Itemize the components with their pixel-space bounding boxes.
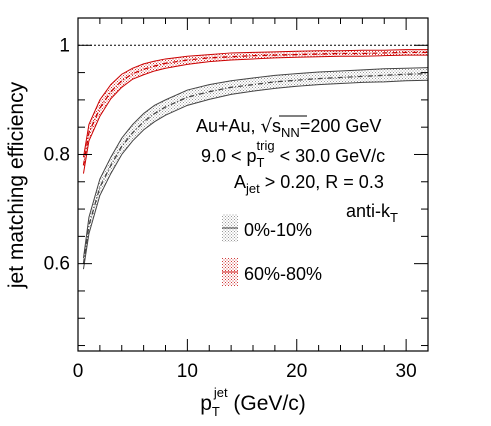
annotation-trigger: 9.0 < pTtrig < 30.0 GeV/c xyxy=(201,138,385,170)
x-axis-title-unit: (GeV/c) xyxy=(228,392,306,415)
band-upper-central xyxy=(82,67,428,259)
annotation-cuts: Ajet > 0.20, R = 0.3 xyxy=(234,172,384,196)
x-tick-label: 20 xyxy=(286,361,307,382)
sqrt-radical: √ xyxy=(261,116,273,137)
annotation-algorithm: anti-kT xyxy=(346,201,398,225)
annotation-trigger-b: < 30.0 GeV/c xyxy=(275,146,386,166)
annotation-trigger-a: 9.0 < p xyxy=(201,146,257,166)
annotation-system: Au+Au, √sNN=200 GeV xyxy=(196,116,381,140)
annotation-trigger-sup: trig xyxy=(257,138,275,153)
annotation-system-a: Au+Au, xyxy=(196,116,261,136)
legend-label-peripheral: 60%-80% xyxy=(244,264,322,284)
annotation-system-d: =200 GeV xyxy=(300,116,382,136)
legend-label-central: 0%-10% xyxy=(244,220,312,240)
series-line-central xyxy=(82,73,428,264)
annotation-cuts-sub: jet xyxy=(245,181,260,196)
band-upper-peripheral xyxy=(82,49,428,158)
x-tick-label: 30 xyxy=(396,361,417,382)
legend: 0%-10% 60%-80% xyxy=(222,214,322,286)
x-axis-title-sub: T xyxy=(212,404,220,419)
y-tick-label: 1 xyxy=(59,35,70,56)
x-tick-label: 0 xyxy=(73,361,84,382)
axis-layer: 0 10 20 30 0.6 0.8 1 xyxy=(44,18,428,382)
y-axis-title: jet matching efficiency xyxy=(5,81,28,289)
band-lower-peripheral xyxy=(82,54,428,174)
y-tick-label: 0.6 xyxy=(44,254,70,275)
annotation-trigger-sub: T xyxy=(257,155,265,170)
plot-layer xyxy=(78,44,428,270)
x-axis-title-main: p xyxy=(200,392,212,415)
annotation-system-c: NN xyxy=(281,125,300,140)
annotation-algorithm-sub: T xyxy=(390,210,398,225)
x-tick-label: 10 xyxy=(177,361,198,382)
x-axis-title-sup: jet xyxy=(213,385,228,400)
annotation-cuts-a: A xyxy=(234,172,246,192)
band-lower-central xyxy=(82,79,428,270)
annotation-system-b: s xyxy=(272,116,281,136)
annotation-algorithm-a: anti-k xyxy=(346,201,391,221)
annotation-cuts-b: > 0.20, R = 0.3 xyxy=(260,172,384,192)
x-axis-title: pTjet (GeV/c) xyxy=(200,385,306,419)
y-tick-label: 0.8 xyxy=(44,144,70,165)
series-line-peripheral xyxy=(82,51,428,166)
